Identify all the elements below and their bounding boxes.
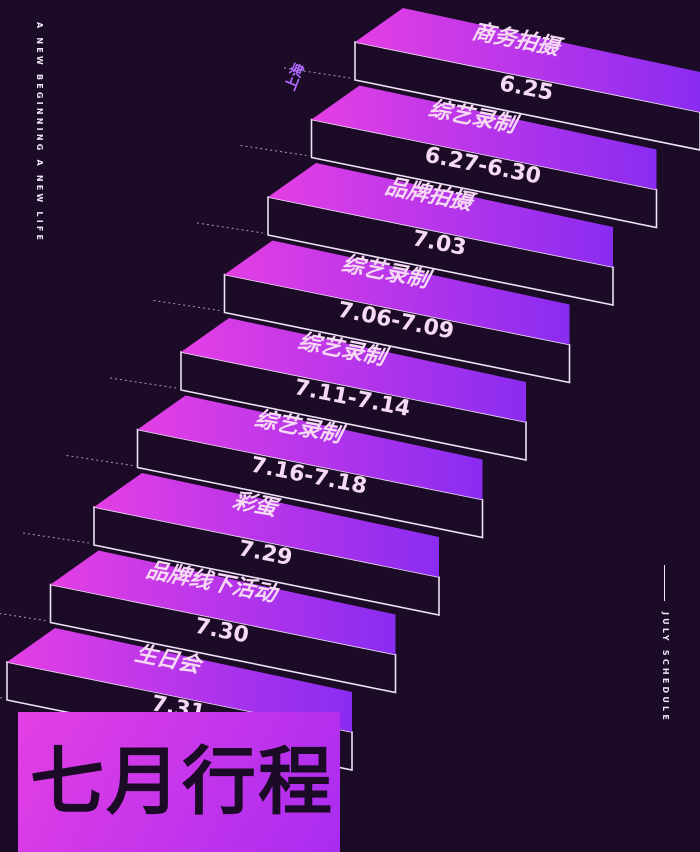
step-top-face	[50, 550, 396, 655]
right-tagline: JULY SCHEDULE	[661, 612, 670, 723]
tagline-divider	[664, 565, 665, 601]
step-guide-line	[109, 377, 177, 389]
step-top-face	[137, 395, 483, 500]
step-top-face	[94, 473, 439, 577]
step-guide-line	[0, 697, 3, 699]
step-guide-line	[0, 613, 46, 621]
step-front-face	[310, 118, 658, 229]
step-guide-line	[66, 455, 133, 466]
page-title: 七月行程	[30, 739, 334, 825]
step-top-face	[224, 240, 570, 345]
step-guide-line	[240, 145, 307, 156]
step-guide-line	[196, 222, 264, 234]
step-top-face	[268, 163, 613, 267]
title-banner	[18, 712, 340, 852]
step-3: 彩蛋7.29	[22, 473, 440, 616]
step-front-face	[49, 583, 397, 694]
step-top-face	[311, 85, 657, 190]
step-top-face	[181, 318, 526, 422]
step-guide-line	[22, 532, 90, 544]
step-guide-line	[153, 300, 220, 311]
step-front-face	[267, 196, 614, 306]
step-top-face	[355, 8, 700, 112]
left-tagline: A NEW BEGINNING A NEW LIFE	[35, 22, 44, 244]
step-top-face	[7, 628, 352, 732]
step-front-face	[93, 506, 440, 616]
step-guide-line	[283, 67, 351, 79]
